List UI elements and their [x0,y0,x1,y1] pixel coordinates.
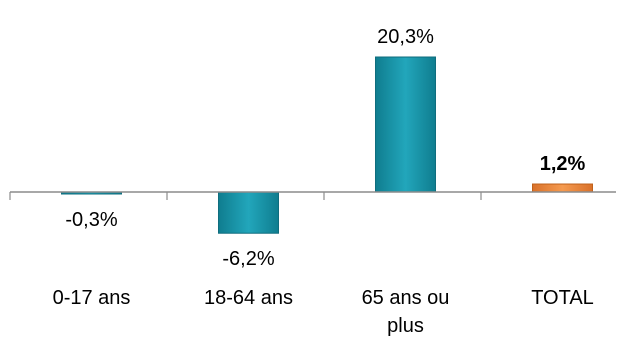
value-label-1: -6,2% [222,248,274,270]
bar-2 [375,56,436,193]
value-label-3: 1,2% [540,153,586,175]
x-axis [9,191,616,200]
value-label-0: -0,3% [65,209,117,231]
category-label-2-line-0: 65 ans ou [362,287,450,309]
category-labels-group: 0-17 ans 18-64 ans 65 ans ou plus TOTAL [53,287,594,337]
bars-group [61,56,593,234]
category-label-2-line-1: plus [387,315,424,337]
bar-1 [218,191,279,234]
value-label-2: 20,3% [377,26,434,48]
value-labels-group: -0,3% -6,2% 20,3% 1,2% [65,26,585,270]
bar-3 [532,183,593,193]
category-label-3: TOTAL [531,287,594,309]
category-label-0: 0-17 ans [53,287,131,309]
category-label-1: 18-64 ans [204,287,293,309]
